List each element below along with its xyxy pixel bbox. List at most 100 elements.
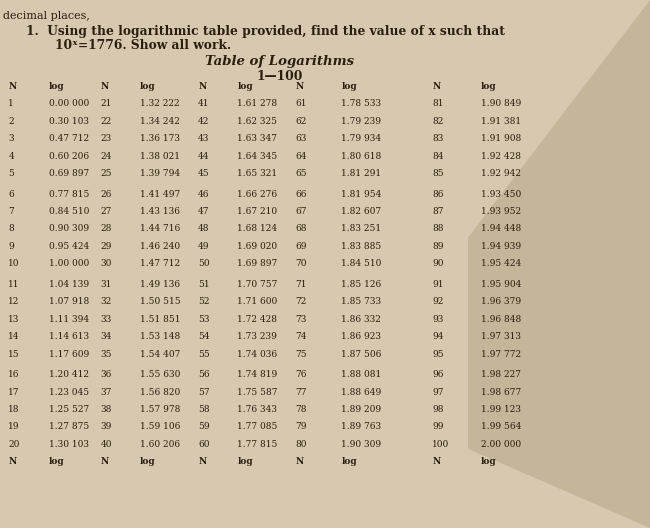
Text: 16: 16 [8, 370, 20, 379]
Text: 1.63 347: 1.63 347 [237, 134, 278, 143]
Text: 1.86 923: 1.86 923 [341, 332, 382, 341]
Text: 75: 75 [296, 350, 307, 359]
Text: 1.77 085: 1.77 085 [237, 422, 278, 431]
Text: 1.81 954: 1.81 954 [341, 190, 382, 199]
Text: 1.46 240: 1.46 240 [140, 242, 180, 251]
Text: 86: 86 [432, 190, 444, 199]
Text: 65: 65 [296, 169, 307, 178]
Text: 95: 95 [432, 350, 444, 359]
Text: 1.91 908: 1.91 908 [481, 134, 521, 143]
Text: 1.23 045: 1.23 045 [49, 388, 89, 397]
Text: 19: 19 [8, 422, 20, 431]
Text: 26: 26 [101, 190, 112, 199]
Text: N: N [8, 457, 17, 466]
Text: 89: 89 [432, 242, 444, 251]
Text: 1.87 506: 1.87 506 [341, 350, 382, 359]
Text: 84: 84 [432, 152, 444, 161]
Text: 43: 43 [198, 134, 209, 143]
Text: 0.60 206: 0.60 206 [49, 152, 89, 161]
Text: 93: 93 [432, 315, 443, 324]
Text: 31: 31 [101, 280, 112, 289]
Text: 1.14 613: 1.14 613 [49, 332, 89, 341]
Text: 1.74 036: 1.74 036 [237, 350, 278, 359]
Text: 78: 78 [296, 405, 307, 414]
Text: 55: 55 [198, 350, 210, 359]
Text: 72: 72 [296, 297, 307, 306]
Text: 73: 73 [296, 315, 307, 324]
Text: 1.53 148: 1.53 148 [140, 332, 180, 341]
Text: 61: 61 [296, 99, 307, 108]
Text: 1.72 428: 1.72 428 [237, 315, 278, 324]
Text: 1.69 020: 1.69 020 [237, 242, 278, 251]
Text: 1.11 394: 1.11 394 [49, 315, 89, 324]
Text: log: log [237, 82, 253, 91]
Text: log: log [140, 457, 155, 466]
Text: 48: 48 [198, 224, 210, 233]
Text: 98: 98 [432, 405, 444, 414]
Text: 1.84 510: 1.84 510 [341, 259, 382, 268]
Text: 20: 20 [8, 440, 20, 449]
Text: 92: 92 [432, 297, 443, 306]
Text: log: log [341, 82, 357, 91]
Text: 57: 57 [198, 388, 210, 397]
Text: 1.89 209: 1.89 209 [341, 405, 382, 414]
Text: 63: 63 [296, 134, 307, 143]
Text: 49: 49 [198, 242, 210, 251]
Text: 67: 67 [296, 207, 307, 216]
Text: 62: 62 [296, 117, 307, 126]
Text: log: log [140, 82, 155, 91]
Text: 1.76 343: 1.76 343 [237, 405, 278, 414]
Text: 11: 11 [8, 280, 20, 289]
Text: 1.88 081: 1.88 081 [341, 370, 382, 379]
Text: 1.82 607: 1.82 607 [341, 207, 382, 216]
Text: 0.47 712: 0.47 712 [49, 134, 89, 143]
Text: 88: 88 [432, 224, 444, 233]
Text: 56: 56 [198, 370, 210, 379]
Text: 1.99 123: 1.99 123 [481, 405, 521, 414]
Text: 1.54 407: 1.54 407 [140, 350, 180, 359]
Text: 1.79 934: 1.79 934 [341, 134, 382, 143]
Text: 25: 25 [101, 169, 112, 178]
Text: 91: 91 [432, 280, 444, 289]
Text: 100: 100 [432, 440, 450, 449]
Text: 1.64 345: 1.64 345 [237, 152, 278, 161]
Text: 21: 21 [101, 99, 112, 108]
Text: 1.95 424: 1.95 424 [481, 259, 521, 268]
Text: 28: 28 [101, 224, 112, 233]
Text: 74: 74 [296, 332, 307, 341]
Text: 1.51 851: 1.51 851 [140, 315, 180, 324]
Text: 71: 71 [296, 280, 307, 289]
Text: 1.  Using the logarithmic table provided, find the value of x such that: 1. Using the logarithmic table provided,… [26, 25, 505, 38]
Text: 80: 80 [296, 440, 307, 449]
Text: 1.68 124: 1.68 124 [237, 224, 278, 233]
Text: 1.39 794: 1.39 794 [140, 169, 180, 178]
Text: 22: 22 [101, 117, 112, 126]
Text: log: log [49, 457, 64, 466]
Text: 68: 68 [296, 224, 307, 233]
Text: 64: 64 [296, 152, 307, 161]
Text: 1.83 251: 1.83 251 [341, 224, 382, 233]
Text: N: N [198, 457, 207, 466]
Text: 1.79 239: 1.79 239 [341, 117, 382, 126]
Text: 13: 13 [8, 315, 20, 324]
Text: 1.60 206: 1.60 206 [140, 440, 180, 449]
Text: 1.97 772: 1.97 772 [481, 350, 521, 359]
Text: 30: 30 [101, 259, 112, 268]
Text: 1.38 021: 1.38 021 [140, 152, 180, 161]
Text: N: N [296, 457, 304, 466]
Text: 51: 51 [198, 280, 210, 289]
Text: 1.80 618: 1.80 618 [341, 152, 382, 161]
Text: 6: 6 [8, 190, 14, 199]
Text: 1.30 103: 1.30 103 [49, 440, 89, 449]
Text: 42: 42 [198, 117, 209, 126]
Text: 66: 66 [296, 190, 307, 199]
Text: 0.30 103: 0.30 103 [49, 117, 89, 126]
Text: 76: 76 [296, 370, 307, 379]
Text: 53: 53 [198, 315, 210, 324]
Text: 94: 94 [432, 332, 444, 341]
Text: 69: 69 [296, 242, 307, 251]
Text: 47: 47 [198, 207, 210, 216]
Text: 60: 60 [198, 440, 210, 449]
Text: 59: 59 [198, 422, 210, 431]
Text: 1.92 428: 1.92 428 [481, 152, 521, 161]
